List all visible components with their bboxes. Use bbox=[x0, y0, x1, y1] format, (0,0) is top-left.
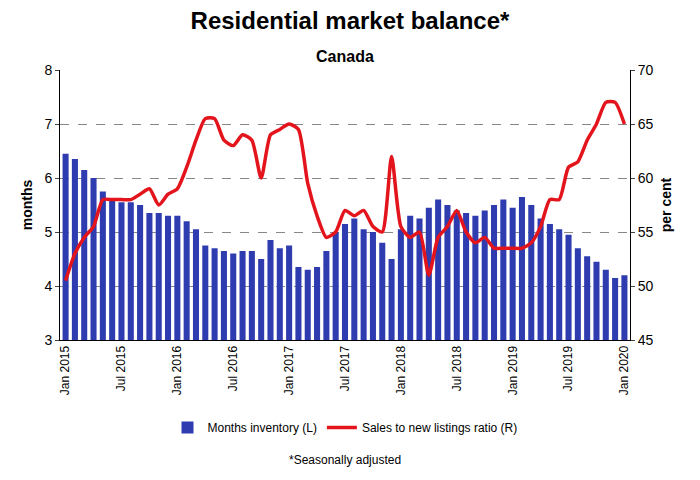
svg-text:45: 45 bbox=[638, 332, 654, 348]
svg-text:Months inventory (L): Months inventory (L) bbox=[208, 421, 317, 435]
svg-text:Jan 2017: Jan 2017 bbox=[282, 345, 296, 395]
svg-text:months: months bbox=[19, 180, 35, 231]
svg-text:Jul 2016: Jul 2016 bbox=[226, 345, 240, 391]
svg-text:Jan 2020: Jan 2020 bbox=[617, 345, 631, 395]
svg-text:Jul 2017: Jul 2017 bbox=[338, 345, 352, 391]
svg-text:70: 70 bbox=[638, 62, 654, 78]
svg-text:6: 6 bbox=[44, 170, 52, 186]
svg-text:Canada: Canada bbox=[316, 48, 374, 65]
svg-text:Jan 2019: Jan 2019 bbox=[506, 345, 520, 395]
svg-text:Jul 2015: Jul 2015 bbox=[114, 345, 128, 391]
svg-text:Jan 2015: Jan 2015 bbox=[58, 345, 72, 395]
svg-text:Sales to new listings ratio (R: Sales to new listings ratio (R) bbox=[362, 421, 517, 435]
svg-text:4: 4 bbox=[44, 278, 52, 294]
svg-text:Jul 2019: Jul 2019 bbox=[561, 345, 575, 391]
svg-text:60: 60 bbox=[638, 170, 654, 186]
svg-text:Jul 2018: Jul 2018 bbox=[450, 345, 464, 391]
svg-text:Residential market balance*: Residential market balance* bbox=[191, 7, 510, 34]
svg-text:3: 3 bbox=[44, 332, 52, 348]
svg-text:7: 7 bbox=[44, 116, 52, 132]
svg-text:50: 50 bbox=[638, 278, 654, 294]
svg-text:65: 65 bbox=[638, 116, 654, 132]
svg-text:5: 5 bbox=[44, 224, 52, 240]
svg-text:per cent: per cent bbox=[658, 177, 674, 232]
svg-text:Jan 2016: Jan 2016 bbox=[170, 345, 184, 395]
svg-text:*Seasonally adjusted: *Seasonally adjusted bbox=[289, 453, 401, 467]
svg-text:8: 8 bbox=[44, 62, 52, 78]
svg-text:Jan 2018: Jan 2018 bbox=[394, 345, 408, 395]
svg-text:55: 55 bbox=[638, 224, 654, 240]
